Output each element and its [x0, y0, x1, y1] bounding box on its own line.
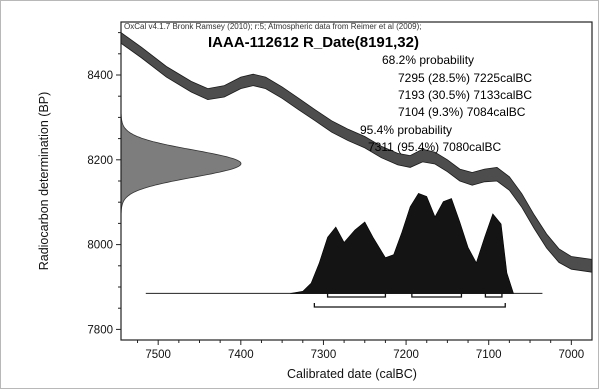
annotation-line-6: 7311 (95.4%) 7080calBC — [368, 140, 502, 154]
annotation-line-4: 7104 (9.3%) 7084calBC — [398, 105, 526, 119]
range-68-bar-2 — [411, 293, 463, 298]
y-tick-label-1: 7800 — [87, 324, 113, 336]
y-axis-ticks: 7800 8000 8200 8400 — [87, 32, 121, 336]
annotation-line-3: 7193 (30.5%) 7133calBC — [398, 88, 532, 102]
range-68-bar-1 — [326, 293, 387, 298]
calibrated-probability-distribution — [290, 193, 514, 294]
range-95-bar-1 — [313, 303, 506, 308]
y-tick-label-2: 8000 — [87, 240, 113, 252]
annotation-line-2: 7295 (28.5%) 7225calBC — [398, 71, 532, 85]
x-tick-label-3: 7300 — [311, 349, 337, 361]
x-tick-label-6: 7000 — [559, 349, 585, 361]
y-axis-label: Radiocarbon determination (BP) — [37, 92, 51, 271]
annotation-line-1: 68.2% probability — [382, 53, 474, 67]
radiocarbon-distribution — [121, 109, 242, 218]
x-axis-label: Calibrated date (calBC) — [287, 367, 417, 381]
x-tick-label-2: 7400 — [228, 349, 254, 361]
x-tick-label-4: 7200 — [393, 349, 419, 361]
x-axis-ticks: 7500 7400 7300 7200 7100 7000 — [137, 340, 585, 361]
y-tick-label-4: 8400 — [87, 70, 113, 82]
probability-range-bars — [313, 293, 506, 308]
x-tick-label-1: 7500 — [145, 349, 171, 361]
calibration-curve-band — [121, 32, 592, 273]
range-68-bar-3 — [484, 293, 503, 298]
annotation-line-5: 95.4% probability — [360, 123, 452, 137]
x-tick-label-5: 7100 — [476, 349, 502, 361]
chart-title: IAAA-112612 R_Date(8191,32) — [208, 34, 419, 51]
y-tick-label-3: 8200 — [87, 155, 113, 167]
plot-area — [121, 32, 592, 308]
chart-credit: OxCal v4.1.7 Bronk Ramsey (2010); r:5; A… — [124, 22, 421, 31]
